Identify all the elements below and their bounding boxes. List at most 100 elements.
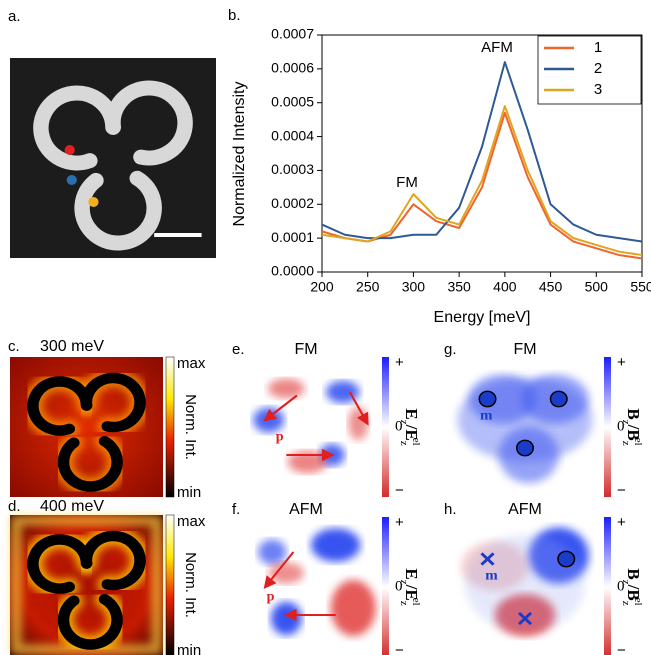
panel-label: a. (8, 8, 21, 25)
label-sub: z (398, 420, 410, 425)
colorbar-label: Norm. Int. (182, 552, 199, 618)
y-tick-label: 0.0001 (271, 229, 314, 245)
arrow (263, 551, 295, 589)
x-tick-label: 500 (585, 279, 609, 295)
panel-label: g. (444, 341, 457, 358)
dipole-site (516, 439, 534, 457)
colorbar-zero: 0 (395, 418, 403, 434)
panel-title: FM (294, 341, 317, 358)
nanostructure-arm (74, 170, 162, 251)
panel-title: FM (513, 341, 536, 358)
label-part: /B (624, 424, 643, 441)
nanostructure-arm (27, 534, 93, 594)
panel-image: m (450, 357, 600, 497)
x-tick-label: 300 (402, 279, 426, 295)
marker-label: p (267, 589, 275, 605)
marker-label: m (480, 408, 493, 423)
panel-image: p (237, 517, 378, 655)
field-lobe (268, 378, 305, 399)
field-lobe (325, 380, 360, 404)
colorbar-plus: + (395, 514, 404, 531)
field-lobe (268, 562, 304, 584)
x-tick-label: 250 (356, 279, 380, 295)
panel-title: 400 meV (40, 498, 104, 515)
colorbar-zero: 0 (395, 578, 403, 594)
x-tick-label: 400 (493, 279, 517, 295)
colorbar (604, 517, 611, 655)
label-part: E (402, 408, 421, 419)
y-tick-label: 0.0004 (271, 127, 314, 143)
label-sup: el (632, 438, 644, 446)
colorbar-minus: − (395, 482, 404, 499)
colorbar-zero: 0 (617, 578, 625, 594)
colorbar-minus: − (617, 482, 626, 499)
dipole-site (478, 390, 497, 408)
colorbar-label: Ez/Ezel (398, 568, 422, 605)
position-marker (88, 197, 99, 207)
label-sub: z (620, 580, 632, 585)
field-lobe (311, 528, 361, 562)
series-line (321, 105, 643, 257)
legend-label: 3 (594, 81, 602, 98)
x-axis-label: Energy [meV] (434, 309, 531, 326)
arrow (348, 391, 369, 426)
nanostructure-arm (33, 85, 121, 171)
cross (517, 611, 533, 626)
colorbar-minus: − (617, 642, 626, 655)
colorbar-zero: 0 (617, 418, 625, 434)
label-part: B (624, 408, 643, 419)
legend-label: 1 (594, 39, 602, 56)
panel-label: b. (228, 7, 241, 24)
y-axis-label: Normalized Intensity (231, 82, 248, 227)
colorbar-min: min (177, 642, 201, 655)
dipole-site (549, 390, 568, 408)
panel-label: d. (8, 498, 21, 515)
annotation: FM (396, 174, 418, 191)
label-sup: el (632, 598, 644, 606)
colorbar-label: Bz/Bzel (620, 568, 644, 605)
colorbar (382, 357, 389, 497)
colorbar (382, 517, 389, 655)
arrow (263, 394, 298, 422)
colorbar-minus: − (395, 642, 404, 655)
label-sub: z (620, 441, 632, 446)
nanostructure-arm (57, 593, 123, 650)
panel-image: m (450, 517, 600, 655)
colorbar-max: max (177, 355, 206, 372)
annotation: AFM (481, 39, 513, 56)
x-tick-label: 350 (447, 279, 471, 295)
panel-title: AFM (508, 501, 542, 518)
series-line (321, 111, 643, 260)
label-sup: el (410, 438, 422, 446)
label-part: /B (624, 584, 643, 601)
dipole-site (557, 550, 576, 568)
x-tick-label: 200 (310, 279, 334, 295)
y-tick-label: 0.0002 (271, 195, 314, 211)
panel-images: max Norm. Int. min max Norm. Int. min p +0 − Ez/E… (10, 58, 644, 655)
y-tick-label: 0.0000 (271, 263, 314, 279)
y-tick-label: 0.0006 (271, 60, 314, 76)
label-sub: z (398, 441, 410, 446)
field-lobe (270, 601, 302, 636)
plot-frame (321, 34, 643, 273)
x-tick-label: 450 (539, 279, 563, 295)
label-sub: z (620, 601, 632, 606)
colorbar-label: Ez/Ezel (398, 408, 422, 445)
panel-label: f. (232, 501, 240, 518)
panel-label: h. (444, 501, 457, 518)
cross (480, 552, 495, 566)
panel-image (10, 515, 163, 655)
position-marker (64, 145, 75, 155)
field-lobe (468, 374, 537, 424)
label-part: B (624, 568, 643, 579)
colorbar (604, 357, 611, 497)
colorbar (165, 356, 175, 498)
panel-title: AFM (289, 501, 323, 518)
panel-image: p (237, 357, 378, 497)
legend-label: 2 (594, 60, 602, 77)
line-chart: 200 250 300 350 400 450 500 550 0.0000 0.0001 0.00… (271, 26, 651, 295)
field-lobe (258, 539, 287, 565)
colorbar-plus: + (395, 354, 404, 371)
